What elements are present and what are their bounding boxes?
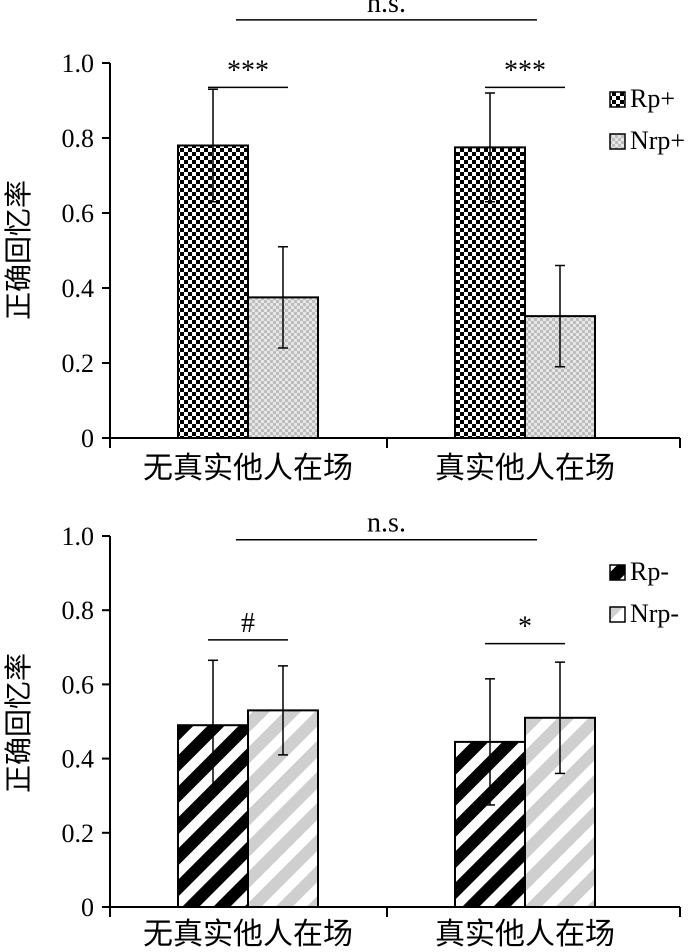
y-tick-label: 0.2	[62, 819, 95, 848]
y-tick-label: 0.8	[62, 124, 95, 153]
y-tick-label: 0.4	[62, 745, 95, 774]
x-category-label: 无真实他人在场	[143, 452, 353, 485]
significance-label: n.s.	[367, 508, 406, 539]
legend-swatch	[609, 564, 626, 581]
y-tick-label: 0	[81, 424, 94, 453]
legend-swatch	[609, 133, 626, 150]
significance-label: ***	[227, 55, 269, 86]
legend-label: Nrp-	[630, 599, 679, 628]
y-tick-label: 0.2	[62, 349, 95, 378]
legend-swatch	[609, 91, 626, 108]
legend-swatch	[609, 606, 626, 623]
y-tick-label: 0.6	[62, 670, 95, 699]
y-axis-title: 正确回忆率	[3, 180, 35, 320]
top-chart-panel: 0 0.2 0.4 0.6 0.8 1.0 无真实他人在场 真实他人在场 正确回忆率 Rp+ Nrp…	[3, 0, 685, 485]
bottom-chart-panel: 0 0.2 0.4 0.6 0.8 1.0 无真实他人在场 真实他人在场 正确回忆率 Rp- Nrp…	[3, 508, 681, 951]
legend-label: Nrp+	[630, 126, 685, 155]
x-category-label: 无真实他人在场	[143, 918, 353, 951]
y-tick-label: 1.0	[62, 522, 95, 551]
y-tick-label: 1.0	[62, 49, 95, 78]
y-tick-label: 0.8	[62, 596, 95, 625]
y-tick-label: 0.4	[62, 274, 95, 303]
significance-label: *	[518, 612, 532, 643]
legend-label: Rp+	[630, 84, 675, 113]
y-tick-label: 0	[81, 893, 94, 922]
legend-label: Rp-	[630, 557, 669, 586]
x-category-label: 真实他人在场	[435, 918, 615, 951]
x-category-label: 真实他人在场	[435, 452, 615, 485]
bar-Nrp+	[524, 315, 596, 439]
y-tick-label: 0.6	[62, 199, 95, 228]
significance-label: #	[241, 608, 255, 639]
significance-label: ***	[504, 55, 546, 86]
significance-label: n.s.	[367, 0, 406, 19]
y-axis-title: 正确回忆率	[3, 653, 35, 793]
